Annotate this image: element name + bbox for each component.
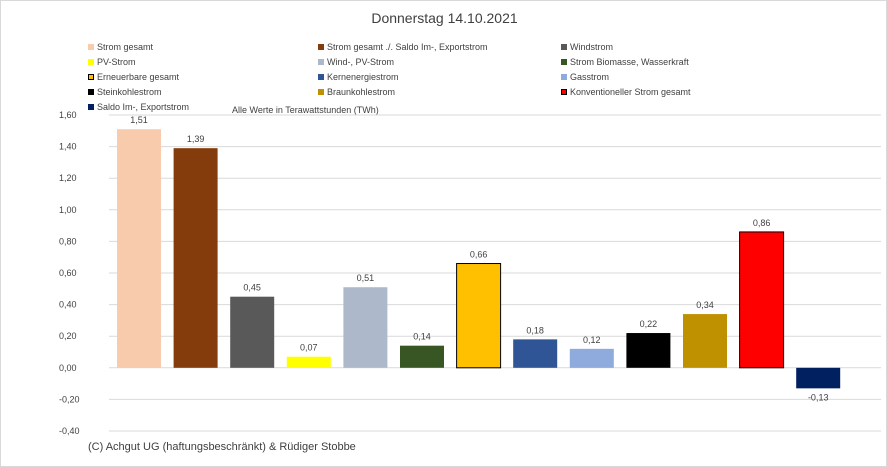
legend-swatch [88,89,94,95]
legend-swatch [88,44,94,50]
bar [569,348,614,368]
legend-label: Saldo Im-, Exportstrom [97,102,190,112]
legend-swatch [561,89,567,95]
y-tick-label: 0,60 [59,268,77,278]
data-label: 1,51 [130,115,148,125]
data-label: 0,45 [243,283,261,293]
legend-label: Konventioneller Strom gesamt [570,87,691,97]
legend-label: Steinkohlestrom [97,87,162,97]
chart-title: Donnerstag 14.10.2021 [371,10,518,26]
bar [343,287,388,368]
y-tick-label: 1,40 [59,142,77,152]
y-tick-label: 1,20 [59,173,77,183]
bar [230,296,275,368]
data-label: -0,13 [808,392,829,402]
y-tick-label: 0,80 [59,236,77,246]
y-tick-label: 0,20 [59,331,77,341]
legend-label: Gasstrom [570,72,610,82]
legend-label: Braunkohlestrom [327,87,396,97]
legend-label: Windstrom [570,42,614,52]
y-tick-label: -0,20 [59,394,80,404]
data-label: 0,86 [753,218,771,228]
legend-item: Braunkohlestrom [318,87,395,97]
data-label: 0,14 [413,332,431,342]
legend-item: Steinkohlestrom [88,87,162,97]
legend-label: Erneuerbare gesamt [97,72,180,82]
legend-label: Strom gesamt [97,42,154,52]
bar [456,263,502,369]
legend-item: PV-Strom [88,57,136,67]
legend-item: Windstrom [561,42,613,52]
bar [286,356,331,368]
legend-item: Erneuerbare gesamt [88,72,179,82]
data-label: 0,18 [526,325,544,335]
bar [739,231,785,369]
bar [796,367,841,389]
y-tick-label: 0,40 [59,300,77,310]
y-tick-label: 0,00 [59,363,77,373]
data-label: 0,51 [357,273,375,283]
legend-item: Strom Biomasse, Wasserkraft [561,57,689,67]
legend-item: Wind-, PV-Strom [318,57,394,67]
legend-item: Kernenergiestrom [318,72,399,82]
legend-item: Saldo Im-, Exportstrom [88,102,189,112]
data-label: 1,39 [187,134,205,144]
y-tick-label: -0,40 [59,426,80,436]
unit-note: Alle Werte in Terawattstunden (TWh) [232,105,379,115]
legend-swatch [561,59,567,65]
copyright-footer: (C) Achgut UG (haftungsbeschränkt) & Rüd… [88,441,356,453]
bar [117,129,161,368]
legend-label: Strom Biomasse, Wasserkraft [570,57,689,67]
legend-swatch [88,104,94,110]
legend-label: Kernenergiestrom [327,72,399,82]
legend-swatch [88,74,94,80]
legend-swatch [318,74,324,80]
legend-item: Gasstrom [561,72,609,82]
data-label: 0,66 [470,250,488,260]
legend-item: Strom gesamt [88,42,153,52]
legend-swatch [88,59,94,65]
data-label: 0,07 [300,343,318,353]
legend-swatch [318,89,324,95]
bar [400,345,444,368]
y-tick-label: 1,60 [59,110,77,120]
legend-item: Konventioneller Strom gesamt [561,87,691,97]
legend-label: Wind-, PV-Strom [327,57,395,67]
bar [626,333,671,368]
data-label: 0,34 [696,300,714,310]
y-tick-label: 1,00 [59,205,77,215]
bar [683,314,727,368]
legend-label: PV-Strom [97,57,136,67]
bar [513,339,558,368]
legend-item: Strom gesamt ./. Saldo Im-, Exportstrom [318,42,488,52]
data-label: 0,22 [640,319,658,329]
bar [173,148,218,368]
legend-swatch [318,59,324,65]
legend-label: Strom gesamt ./. Saldo Im-, Exportstrom [327,42,488,52]
data-label: 0,12 [583,335,601,345]
legend-swatch [561,74,567,80]
legend-swatch [318,44,324,50]
legend-swatch [561,44,567,50]
